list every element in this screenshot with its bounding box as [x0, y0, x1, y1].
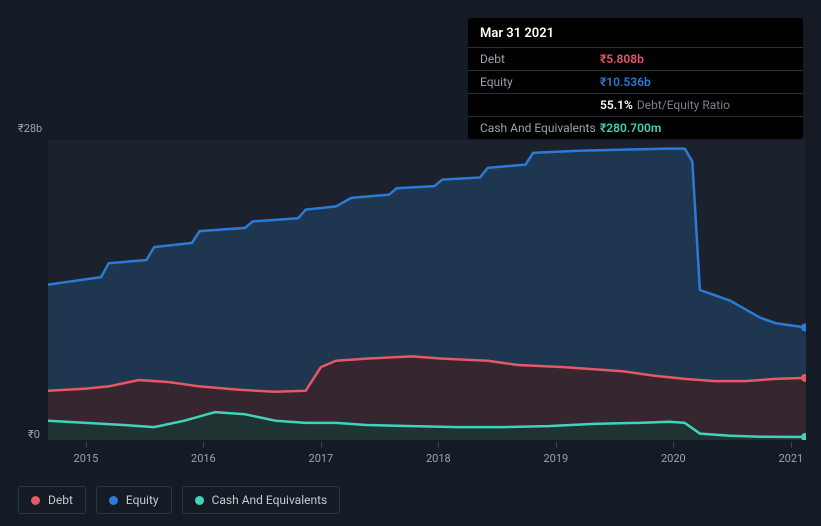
x-axis-label: 2019: [543, 452, 568, 465]
x-axis-label: 2015: [74, 452, 99, 465]
x-axis-label: 2017: [309, 452, 334, 465]
tooltip-date: Mar 31 2021: [468, 18, 803, 47]
tooltip-debt-value: ₹5.808b: [600, 52, 644, 66]
x-tick: [203, 442, 204, 448]
legend-dot-icon: [31, 496, 40, 505]
tooltip-ratio-label: Debt/Equity Ratio: [637, 98, 730, 112]
legend-item-cash-and-equivalents[interactable]: Cash And Equivalents: [182, 486, 341, 514]
chart-svg: [48, 140, 806, 440]
tooltip-row-ratio: 55.1% Debt/Equity Ratio: [468, 93, 803, 116]
x-tick: [86, 442, 87, 448]
tooltip-row-debt: Debt ₹5.808b: [468, 47, 803, 70]
x-tick: [321, 442, 322, 448]
tooltip-row-equity: Equity ₹10.536b: [468, 70, 803, 93]
plot-area[interactable]: [48, 140, 806, 440]
x-axis-label: 2021: [778, 452, 803, 465]
tooltip-ratio-spacer: [480, 98, 600, 112]
legend-item-equity[interactable]: Equity: [96, 486, 172, 514]
x-axis-label: 2016: [191, 452, 216, 465]
y-axis-max-label: ₹28b: [18, 122, 42, 135]
tooltip-equity-label: Equity: [480, 75, 600, 89]
legend-dot-icon: [195, 496, 204, 505]
chart-container: ₹28b ₹0 2015 2016 2017 2018 2019 2020 2021: [18, 120, 806, 500]
tooltip-debt-label: Debt: [480, 52, 600, 66]
x-axis-label: 2018: [426, 452, 451, 465]
tooltip-ratio-value: 55.1%: [600, 98, 633, 112]
x-tick: [673, 442, 674, 448]
x-axis: 2015 2016 2017 2018 2019 2020 2021: [48, 442, 806, 472]
x-tick: [438, 442, 439, 448]
legend: Debt Equity Cash And Equivalents: [18, 486, 340, 514]
legend-item-debt[interactable]: Debt: [18, 486, 86, 514]
x-tick: [791, 442, 792, 448]
legend-label: Debt: [48, 493, 73, 507]
x-tick: [556, 442, 557, 448]
legend-label: Cash And Equivalents: [212, 493, 328, 507]
legend-dot-icon: [109, 496, 118, 505]
legend-label: Equity: [126, 493, 159, 507]
tooltip-equity-value: ₹10.536b: [600, 75, 651, 89]
x-axis-label: 2020: [661, 452, 686, 465]
y-axis-min-label: ₹0: [28, 428, 40, 441]
